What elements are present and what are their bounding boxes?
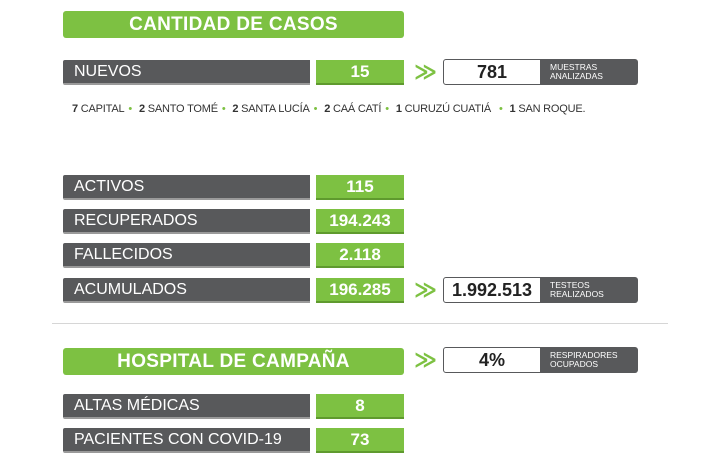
detail-count: 1 (509, 103, 516, 115)
detail-place: CAPITAL (80, 103, 125, 115)
cases-detail-line: 7 CAPITAL • 2 SANTO TOMÉ • 2 SANTA LUCÍA • … (72, 103, 586, 115)
altas-medicas-label: ALTAS MÉDICAS (63, 394, 310, 419)
respiradores-value: 4% (443, 347, 541, 373)
respiradores-caption: RESPIRADORES OCUPADOS (541, 347, 638, 373)
separator-dot: • (385, 103, 389, 115)
testeos-value: 1.992.513 (443, 277, 541, 303)
arrow-icon: ≫ (414, 277, 438, 302)
cases-section-title: CANTIDAD DE CASOS (63, 11, 404, 38)
altas-medicas-value: 8 (316, 394, 404, 419)
muestras-caption-line2: ANALIZADAS (550, 71, 603, 81)
muestras-caption-line1: MUESTRAS (550, 62, 598, 72)
nuevos-value: 15 (316, 60, 404, 85)
hospital-section-title: HOSPITAL DE CAMPAÑA (63, 348, 404, 375)
separator-dot: • (128, 103, 133, 115)
detail-count: 7 (72, 103, 78, 115)
section-divider (52, 323, 668, 324)
respiradores-stat: 4% RESPIRADORES OCUPADOS (443, 347, 638, 373)
muestras-caption: MUESTRAS ANALIZADAS (541, 59, 638, 85)
nuevos-label: NUEVOS (63, 60, 310, 85)
testeos-stat: 1.992.513 TESTEOS REALIZADOS (443, 277, 638, 303)
detail-count: 2 (138, 103, 145, 115)
detail-count: 1 (395, 103, 402, 115)
testeos-caption-line1: TESTEOS (550, 280, 590, 290)
muestras-stat: 781 MUESTRAS ANALIZADAS (443, 59, 638, 85)
recuperados-value: 194.243 (316, 209, 404, 234)
activos-label: ACTIVOS (63, 175, 310, 200)
arrow-icon: ≫ (414, 347, 438, 372)
fallecidos-value: 2.118 (316, 243, 404, 268)
testeos-caption-line2: REALIZADOS (550, 289, 604, 299)
recuperados-label: RECUPERADOS (63, 209, 310, 234)
muestras-value: 781 (443, 59, 541, 85)
pacientes-covid-label: PACIENTES CON COVID-19 (63, 428, 310, 453)
detail-place: CURUZÚ CUATIÁ (404, 103, 492, 115)
detail-count: 2 (232, 103, 239, 115)
activos-value: 115 (316, 175, 404, 200)
respiradores-caption-line2: OCUPADOS (550, 359, 599, 369)
detail-place: SANTO TOMÉ (147, 103, 218, 115)
detail-place: SAN ROQUE. (518, 103, 586, 115)
separator-dot: • (313, 103, 318, 115)
detail-place: SANTA LUCÍA (241, 103, 310, 115)
testeos-caption: TESTEOS REALIZADOS (541, 277, 638, 303)
arrow-icon: ≫ (414, 59, 438, 84)
separator-dot: • (499, 103, 503, 115)
separator-dot: • (221, 103, 226, 115)
fallecidos-label: FALLECIDOS (63, 243, 310, 268)
detail-count: 2 (324, 103, 331, 115)
acumulados-value: 196.285 (316, 278, 404, 303)
detail-place: CAÁ CATÍ (332, 103, 382, 115)
respiradores-caption-line1: RESPIRADORES (550, 350, 618, 360)
pacientes-covid-value: 73 (316, 428, 404, 453)
acumulados-label: ACUMULADOS (63, 278, 310, 303)
